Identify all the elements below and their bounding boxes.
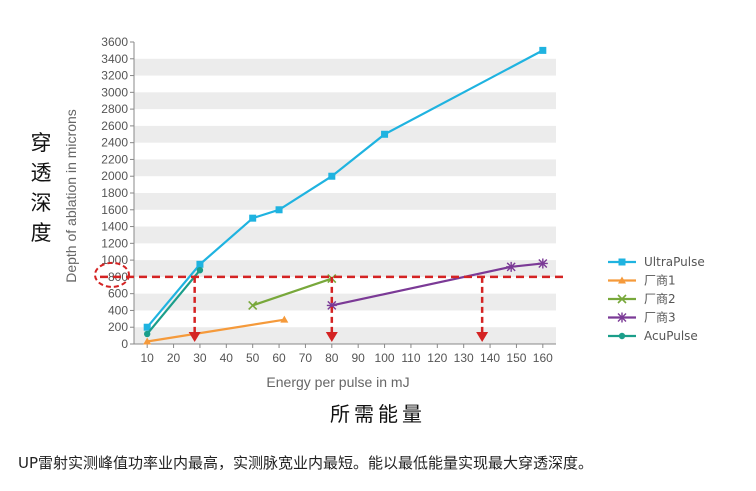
- x-tick-label: 40: [220, 351, 234, 365]
- legend-marker: [618, 276, 626, 284]
- y-tick-label: 2200: [101, 152, 128, 166]
- legend-label: 厂商2: [644, 291, 676, 306]
- y-tick-label: 400: [108, 303, 128, 317]
- x-tick-label: 80: [325, 351, 339, 365]
- y-axis: 0200400600800100012001400160018002000220…: [101, 35, 135, 351]
- grid-band: [134, 193, 556, 210]
- legend-label: 厂商3: [644, 310, 676, 325]
- data-point: [280, 315, 289, 323]
- annotation-layer: [94, 261, 566, 342]
- grid-band: [134, 226, 556, 244]
- data-point: [381, 130, 389, 138]
- grid-band: [134, 260, 556, 277]
- series-line-0: [146, 49, 544, 328]
- down-arrow-head: [325, 332, 338, 342]
- y-tick-label: 3200: [101, 69, 128, 83]
- series-line-2: [252, 277, 333, 307]
- x-tick-label: 130: [454, 351, 474, 365]
- y-tick-label: 2800: [101, 102, 128, 116]
- x-tick-label: 50: [246, 351, 260, 365]
- legend-marker: [617, 294, 627, 304]
- y-tick-label: 1400: [101, 220, 128, 234]
- data-point: [249, 214, 257, 222]
- data-point: [537, 258, 548, 269]
- data-point: [275, 206, 283, 214]
- x-tick-label: 10: [141, 351, 155, 365]
- y-tick-label: 600: [108, 287, 128, 301]
- legend-marker: [618, 258, 626, 266]
- x-tick-label: 160: [533, 351, 553, 365]
- legend-label: 厂商1: [644, 273, 676, 288]
- x-axis-title-cn: 所需能量: [330, 402, 426, 426]
- data-point: [196, 266, 204, 274]
- y-tick-label: 200: [108, 320, 128, 334]
- y-tick-label: 1000: [101, 253, 128, 267]
- grid-band: [134, 92, 556, 110]
- grid-band: [134, 125, 556, 143]
- series-layer: [143, 46, 548, 345]
- x-tick-label: 60: [272, 351, 286, 365]
- y-tick-label: 2400: [101, 136, 128, 150]
- ablation-chart: 10 20 30 40 50 60 70 80 90 100 110 120 130 140 150 160 …: [63, 35, 705, 390]
- y-axis-title: Depth of ablation in microns: [63, 109, 79, 283]
- y-tick-label: 1800: [101, 186, 128, 200]
- data-point: [326, 300, 337, 311]
- legend-marker: [618, 332, 626, 340]
- x-axis-title: Energy per pulse in mJ: [266, 374, 409, 390]
- highlight-ellipse: [94, 261, 130, 288]
- data-point: [328, 172, 336, 180]
- data-point: [143, 337, 152, 345]
- x-tick-label: 30: [193, 351, 207, 365]
- legend-label: AcuPulse: [644, 329, 698, 343]
- legend: UltraPulse 厂商1 厂商2 厂商3 AcuPulse: [608, 255, 705, 343]
- x-tick-label: 100: [375, 351, 395, 365]
- legend-label: UltraPulse: [644, 255, 705, 269]
- grid-bands: [134, 58, 556, 344]
- y-axis-title-cn: 穿透深度: [30, 131, 52, 245]
- x-tick-label: 20: [167, 351, 181, 365]
- x-tick-label: 150: [506, 351, 526, 365]
- x-tick-label: 90: [352, 351, 366, 365]
- y-tick-label: 3400: [101, 52, 128, 66]
- series-line-1: [147, 318, 285, 343]
- data-point: [143, 323, 151, 331]
- data-point: [506, 261, 517, 272]
- x-tick-label: 120: [427, 351, 447, 365]
- grid-band: [134, 327, 556, 344]
- data-point: [248, 300, 258, 310]
- data-point: [143, 330, 151, 338]
- grid-band: [134, 159, 556, 177]
- y-tick-label: 1600: [101, 203, 128, 217]
- legend-marker: [617, 312, 627, 323]
- series-line-4: [146, 269, 201, 335]
- y-tick-label: 2600: [101, 119, 128, 133]
- grid-band: [134, 58, 556, 76]
- down-arrow-head: [188, 332, 201, 342]
- data-point: [539, 46, 547, 54]
- down-arrow-head: [476, 332, 489, 342]
- x-tick-label: 70: [299, 351, 313, 365]
- x-tick-label: 140: [480, 351, 500, 365]
- y-tick-label: 3600: [101, 35, 128, 49]
- y-tick-label: 3000: [101, 85, 128, 99]
- y-tick-label: 2000: [101, 169, 128, 183]
- caption-text: UP雷射实测峰值功率业内最高，实测脉宽业内最短。能以最低能量实现最大穿透深度。: [18, 454, 594, 472]
- x-tick-label: 110: [401, 351, 420, 365]
- data-point: [196, 260, 204, 268]
- y-tick-label: 0: [121, 337, 128, 351]
- x-axis: 10 20 30 40 50 60 70 80 90 100 110 120 130 140 150 160: [134, 343, 556, 365]
- y-tick-label: 1200: [101, 236, 128, 250]
